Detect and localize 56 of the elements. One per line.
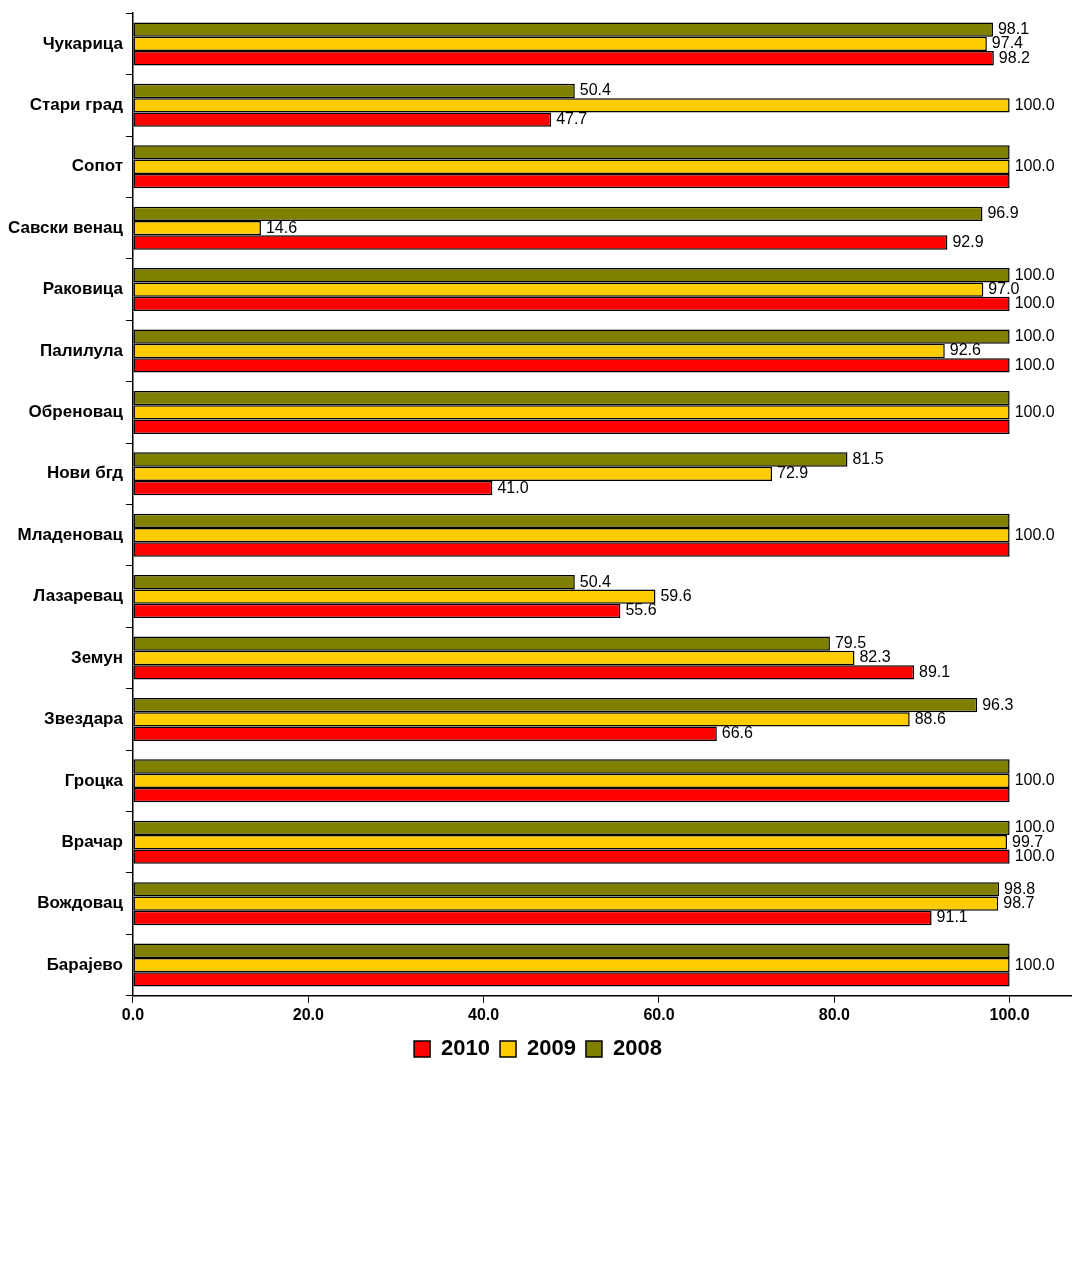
x-tick-label: 60.0	[643, 1005, 675, 1023]
data-label: 100.0	[1014, 525, 1055, 543]
legend-label: 2009	[527, 1035, 576, 1061]
x-tick-label: 20.0	[292, 1005, 324, 1023]
y-tick-label: Гроцка	[64, 770, 124, 790]
y-tick-label: Вождовац	[37, 893, 124, 913]
data-label: 100.0	[1014, 955, 1055, 973]
y-tick-label: Палилула	[39, 340, 124, 360]
y-tick-label: Младеновац	[17, 524, 124, 544]
data-label: 66.6	[721, 724, 754, 742]
y-tick-label: Чукарица	[42, 33, 124, 53]
data-label: 82.3	[859, 648, 891, 666]
data-label: 92.6	[949, 341, 981, 359]
data-label: 92.9	[952, 232, 984, 250]
data-label: 55.6	[625, 601, 657, 619]
y-tick-label: Нови бгд	[46, 463, 124, 483]
y-tick-label: Стари град	[29, 95, 124, 115]
y-tick-label: Сопот	[71, 156, 123, 176]
data-label: 100.0	[1014, 294, 1055, 312]
data-label: 50.4	[579, 572, 612, 590]
y-tick-label: Раковица	[42, 279, 124, 299]
x-tick-label: 0.0	[121, 1005, 145, 1023]
data-label: 98.7	[1003, 894, 1035, 912]
x-tick-label: 40.0	[468, 1005, 500, 1023]
data-label: 100.0	[1014, 847, 1055, 864]
data-label: 96.3	[982, 695, 1014, 713]
data-label: 98.8	[1004, 879, 1036, 897]
data-label: 59.6	[660, 587, 692, 605]
data-label: 91.1	[936, 908, 968, 926]
data-label: 100.0	[1014, 157, 1055, 175]
data-label: 72.9	[777, 464, 809, 482]
y-tick-label: Лазаревац	[33, 586, 124, 606]
data-label: 100.0	[1014, 327, 1055, 345]
data-label: 47.7	[556, 110, 588, 128]
data-label: 88.6	[914, 709, 946, 727]
y-tick-label: Обреновац	[28, 402, 124, 422]
data-label: 14.6	[265, 218, 298, 236]
data-label: 100.0	[1014, 355, 1055, 373]
y-tick-label: Савски венац	[7, 217, 124, 237]
data-label: 50.4	[579, 81, 612, 99]
legend-label: 2008	[612, 1035, 662, 1061]
data-label: 81.5	[852, 449, 884, 467]
legend-label: 2010	[441, 1035, 491, 1061]
y-tick-label: Барајево	[46, 954, 123, 974]
data-label: 100.0	[1014, 771, 1055, 789]
y-tick-label: Врачар	[61, 831, 123, 851]
y-tick-label: Звездара	[44, 709, 124, 729]
data-label: 100.0	[1014, 95, 1055, 113]
x-tick-label: 80.0	[818, 1005, 850, 1023]
y-tick-label: Земун	[70, 647, 123, 667]
data-label: 100.0	[1014, 402, 1055, 420]
data-label: 98.1	[997, 19, 1030, 37]
data-label: 89.1	[919, 662, 951, 680]
x-tick-label: 100.0	[989, 1005, 1030, 1023]
data-label: 41.0	[497, 478, 529, 496]
data-label: 96.9	[987, 204, 1019, 222]
